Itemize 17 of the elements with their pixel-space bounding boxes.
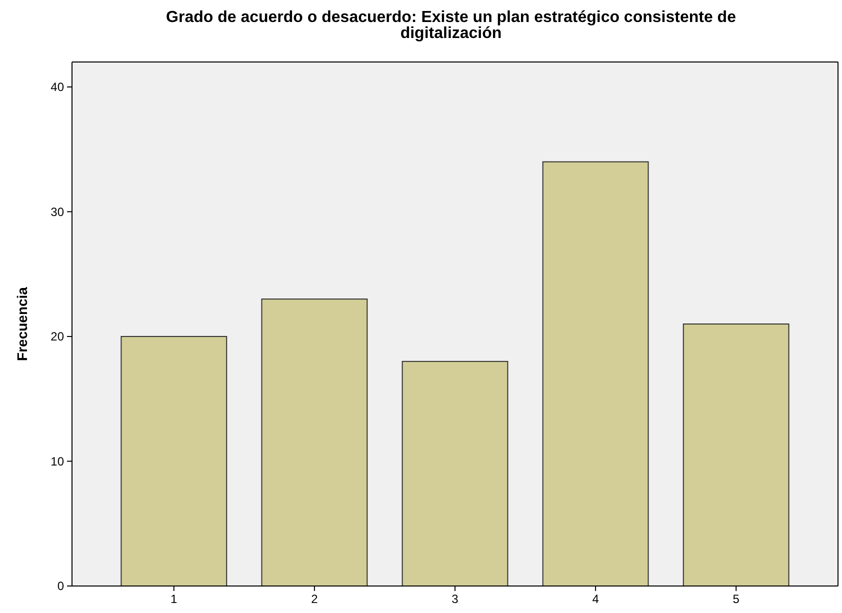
y-tick-label: 0 — [57, 579, 64, 594]
x-tick-label: 1 — [170, 592, 178, 606]
bar — [542, 161, 649, 586]
y-axis-title: Frecuencia — [14, 286, 30, 361]
x-tick-label: 3 — [452, 592, 459, 606]
y-tick-label: 30 — [50, 204, 64, 219]
bar — [682, 324, 790, 586]
x-tick-label: 5 — [732, 592, 740, 606]
bar — [120, 336, 228, 586]
bar — [402, 360, 508, 586]
x-tick-label: 4 — [592, 592, 600, 606]
x-tick-label: 2 — [311, 592, 318, 606]
chart-title: Grado de acuerdo o desacuerdo: Existe un plan estratégico consistente de digitalización — [166, 9, 736, 42]
bar — [261, 298, 368, 586]
y-tick-label: 20 — [50, 330, 64, 344]
y-tick-label: 40 — [50, 80, 64, 94]
y-tick-label: 10 — [50, 454, 64, 468]
